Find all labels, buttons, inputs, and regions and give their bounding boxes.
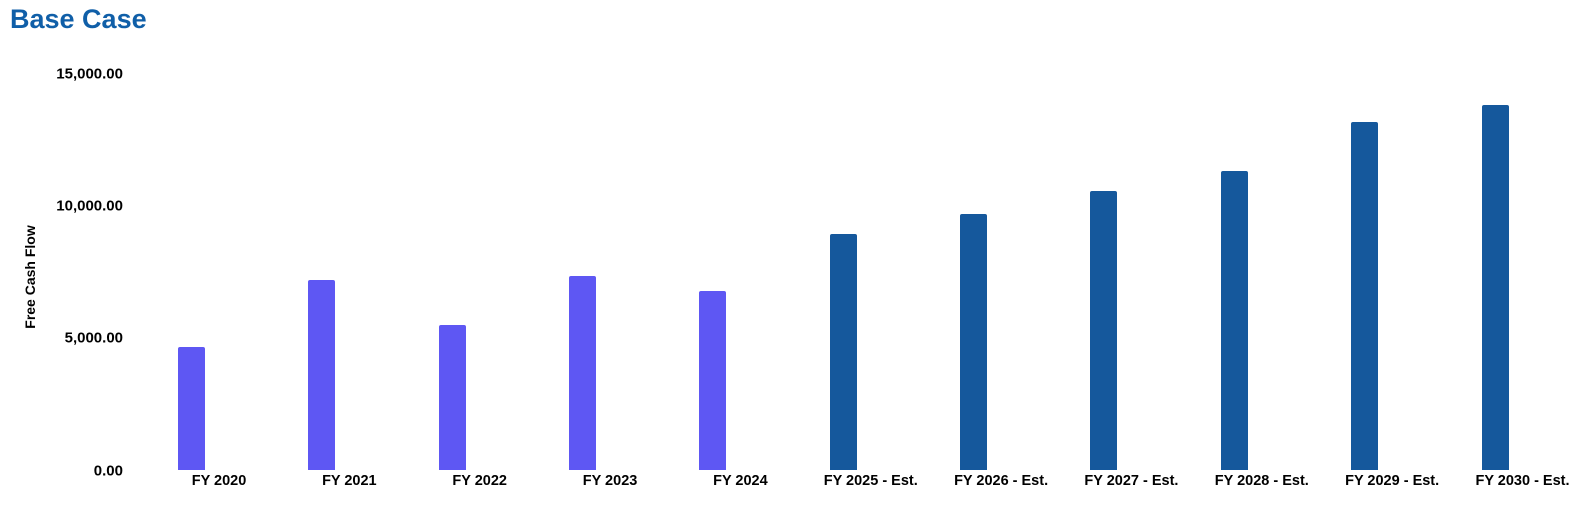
y-tick-label: 0.00: [93, 462, 123, 479]
x-axis-label: FY 2026 - Est.: [954, 473, 1049, 489]
bar-fy-2024[interactable]: [699, 290, 727, 471]
bar-fy-2021[interactable]: [308, 279, 336, 471]
bar-fy-2025-est[interactable]: [829, 233, 857, 471]
bar-fy-2026-est[interactable]: [960, 213, 988, 471]
x-axis-label: FY 2027 - Est.: [1084, 473, 1179, 489]
bar-fy-2029-est[interactable]: [1351, 122, 1379, 471]
y-tick-label: 15,000.00: [56, 65, 123, 82]
bar-fy-2023[interactable]: [569, 275, 597, 471]
bar-fy-2028-est[interactable]: [1220, 171, 1248, 471]
bar-fy-2020[interactable]: [178, 347, 205, 471]
y-axis-label: Free Cash Flow: [22, 225, 38, 329]
x-axis-label: FY 2021: [322, 473, 377, 489]
x-axis-label: FY 2030 - Est.: [1475, 473, 1570, 489]
x-axis-label: FY 2029 - Est.: [1345, 473, 1440, 489]
y-tick-label: 5,000.00: [64, 329, 123, 347]
y-tick-label: 10,000.00: [56, 197, 123, 215]
bar-fy-2030-est[interactable]: [1481, 105, 1509, 471]
x-axis-label: FY 2022: [452, 473, 507, 489]
x-axis-label: FY 2020: [191, 473, 247, 489]
x-axis-label: FY 2028 - Est.: [1214, 473, 1309, 489]
bar-fy-2022[interactable]: [438, 324, 466, 471]
x-axis-label: FY 2025 - Est.: [823, 473, 918, 489]
bar-fy-2027-est[interactable]: [1090, 191, 1118, 471]
x-axis-label: FY 2023: [582, 473, 638, 489]
chart-title: Base Case: [10, 4, 147, 34]
x-axis-label: FY 2024: [713, 473, 768, 489]
